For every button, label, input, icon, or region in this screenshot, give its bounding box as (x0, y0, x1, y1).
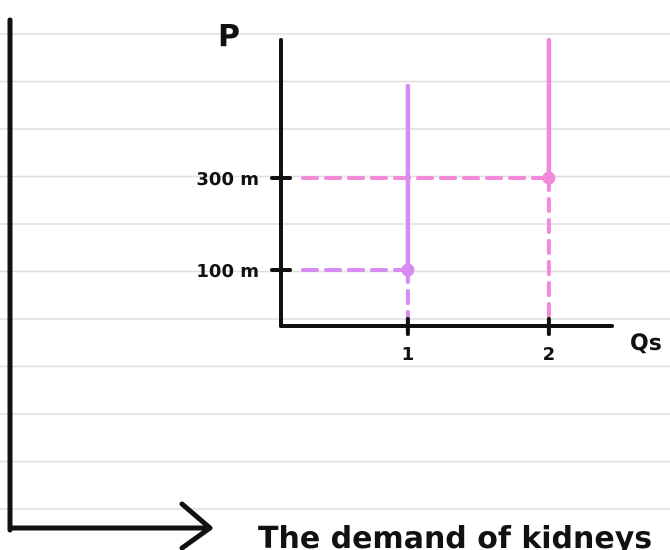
guide-lines (301, 176, 551, 324)
outer-arrow-head (179, 501, 213, 550)
y-axis-label: P (218, 19, 240, 54)
series (401, 37, 556, 277)
x-axis-label: Qs (630, 331, 662, 356)
series-point-1 (401, 263, 415, 277)
caption-text: The demand of kidneys (258, 521, 652, 550)
y-tick-label: 100 m (196, 261, 259, 282)
x-tick-label: 2 (543, 344, 556, 365)
series-point-2 (542, 171, 556, 185)
y-tick-label: 300 m (196, 169, 259, 190)
ruled-lines (0, 33, 670, 510)
ticks: 1 2 100 m 300 m (196, 169, 555, 365)
x-tick-label: 1 (402, 344, 415, 365)
